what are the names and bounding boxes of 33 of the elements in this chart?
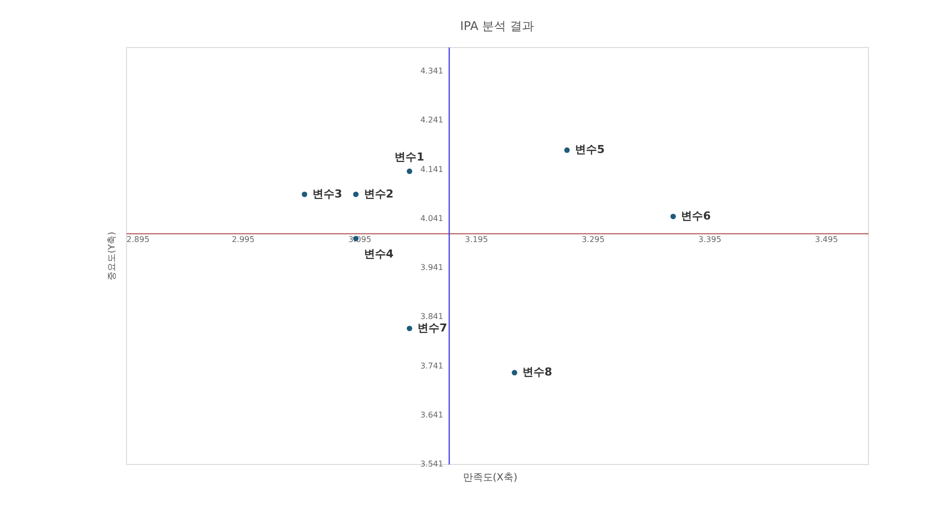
series-label: 변수8	[522, 366, 552, 379]
y-tick-label: 3.641	[420, 410, 444, 420]
series-label: 변수6	[681, 209, 712, 222]
y-tick-label: 3.941	[420, 263, 444, 272]
point	[406, 168, 412, 174]
x-tick-label: 2.995	[232, 234, 255, 244]
y-tick-label: 3.841	[420, 312, 444, 322]
y-tick-label: 4.341	[420, 66, 444, 76]
series-label: 변수2	[364, 187, 394, 200]
point	[302, 192, 308, 198]
x-axis-title: 만족도(X축)	[462, 472, 518, 484]
x-tick-label: 2.895	[126, 234, 150, 244]
x-tick-label: 3.295	[582, 234, 605, 244]
point	[406, 326, 412, 332]
series-label: 변수3	[312, 187, 342, 200]
y-axis-title: 중요도(Y축)	[108, 232, 118, 280]
chart-title: IPA 분석 결과	[460, 19, 534, 33]
series-label: 변수7	[418, 321, 448, 334]
series-label: 변수5	[575, 143, 605, 156]
x-tick-label: 3.495	[815, 234, 838, 244]
point	[353, 192, 359, 198]
x-tick-label: 3.395	[698, 234, 722, 244]
y-tick-label: 4.141	[420, 164, 444, 174]
y-tick-label: 3.541	[420, 460, 444, 468]
point	[564, 147, 570, 153]
y-tick-label: 4.241	[420, 116, 444, 125]
y-tick-label: 3.741	[420, 361, 444, 370]
y-tick-label: 4.041	[420, 214, 444, 223]
series-label: 변수4	[364, 248, 394, 261]
point	[512, 370, 518, 376]
series-label: 변수1	[394, 150, 424, 164]
point	[670, 214, 676, 220]
x-tick-label: 3.195	[465, 234, 488, 244]
